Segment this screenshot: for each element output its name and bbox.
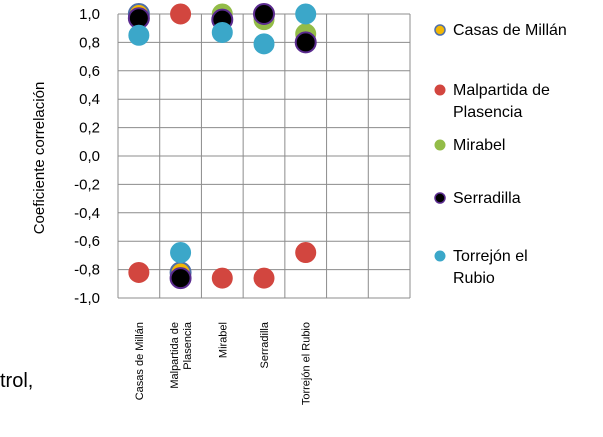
data-points <box>127 3 317 290</box>
data-point <box>253 3 275 25</box>
x-category-label: Torrejón el Rubio <box>301 322 313 405</box>
x-category-label-line: Malpartida de <box>169 322 181 389</box>
x-category-label-line: Torrejón el Rubio <box>301 322 313 405</box>
y-tick-label: 0,4 <box>79 91 100 108</box>
x-category-label: Malpartida de Plasencia <box>169 321 194 389</box>
legend: Casas de Millán Malpartida de Plasencia Mir… <box>434 22 567 287</box>
legend-marker <box>434 250 446 262</box>
data-point <box>128 261 150 283</box>
y-tick-label: 0,0 <box>79 148 100 165</box>
data-point <box>169 267 192 290</box>
data-point <box>294 31 317 54</box>
data-point <box>170 242 192 264</box>
legend-marker <box>434 24 446 36</box>
y-tick-label: -0,6 <box>74 233 100 250</box>
legend-marker <box>434 84 446 96</box>
data-point <box>253 33 275 55</box>
x-category-label: Serradilla <box>259 321 271 368</box>
y-tick-label: -0,4 <box>74 205 100 222</box>
legend-label: Serradilla <box>453 190 521 207</box>
x-category-label-line: Casas de Millán <box>134 322 146 400</box>
y-tick-label: -0,8 <box>74 262 100 279</box>
x-category-label-line: Serradilla <box>259 321 271 368</box>
data-point <box>295 3 317 25</box>
x-category-label: Casas de Millán <box>134 322 146 400</box>
y-tick-label: 1,0 <box>79 6 100 23</box>
legend-label: Casas de Millán <box>453 22 567 39</box>
legend-label: Torrejón el <box>453 248 528 265</box>
legend-marker <box>434 139 446 151</box>
x-category-label: Mirabel <box>217 322 229 358</box>
x-category-label-line: Mirabel <box>217 322 229 358</box>
x-category-label-line: Plasencia <box>182 321 194 370</box>
x-category-labels: Casas de Millán Malpartida de Plasencia Mir… <box>134 321 313 405</box>
y-tick-label: -0,2 <box>74 176 100 193</box>
data-point <box>170 3 192 25</box>
data-point <box>295 242 317 264</box>
y-tick-labels: 1,0 0,8 0,6 0,4 0,2 0,0 -0,2 -0,4 -0,6 -0,8 -1,0 <box>74 6 100 307</box>
legend-marker <box>434 192 446 204</box>
data-point <box>211 267 233 289</box>
data-point <box>211 21 233 43</box>
data-point <box>253 267 275 289</box>
data-point <box>128 24 150 46</box>
y-axis-title: Coeficiente correlación <box>31 82 48 235</box>
y-tick-label: 0,2 <box>79 120 100 137</box>
cropped-text-fragment: trol, <box>0 370 33 392</box>
legend-label: Rubio <box>453 270 495 287</box>
y-tick-label: -1,0 <box>74 290 100 307</box>
legend-label: Mirabel <box>453 137 505 154</box>
grid-lines <box>117 13 411 299</box>
y-tick-label: 0,8 <box>79 34 100 51</box>
legend-label: Plasencia <box>453 104 522 121</box>
legend-label: Malpartida de <box>453 82 550 99</box>
y-tick-label: 0,6 <box>79 63 100 80</box>
